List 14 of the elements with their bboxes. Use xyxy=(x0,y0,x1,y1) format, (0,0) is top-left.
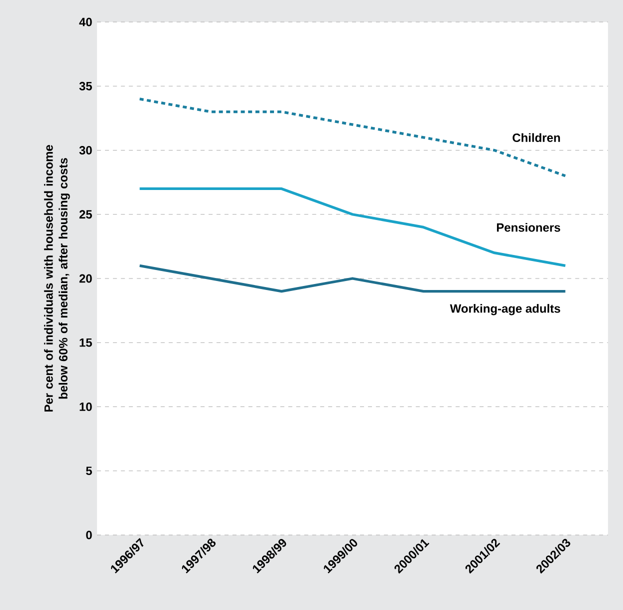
y-tick-label: 25 xyxy=(79,210,92,219)
y-tick-label: 40 xyxy=(79,18,92,26)
y-axis-title: Per cent of individuals with household income below 60% of median, after housing costs xyxy=(44,145,70,412)
y-tick-label: 20 xyxy=(79,274,92,283)
y-tick-label: 15 xyxy=(80,338,92,347)
line-series xyxy=(138,98,567,178)
y-tick-label: 5 xyxy=(86,466,92,476)
y-tick-label: 0 xyxy=(86,530,92,540)
series-label: Children xyxy=(512,133,560,142)
y-tick-label: 10 xyxy=(80,402,92,411)
series-label: Working-age adults xyxy=(450,304,560,316)
series-label: Pensioners xyxy=(496,222,560,232)
y-tick-label: 30 xyxy=(79,146,92,154)
y-tick-label: 35 xyxy=(79,82,92,90)
